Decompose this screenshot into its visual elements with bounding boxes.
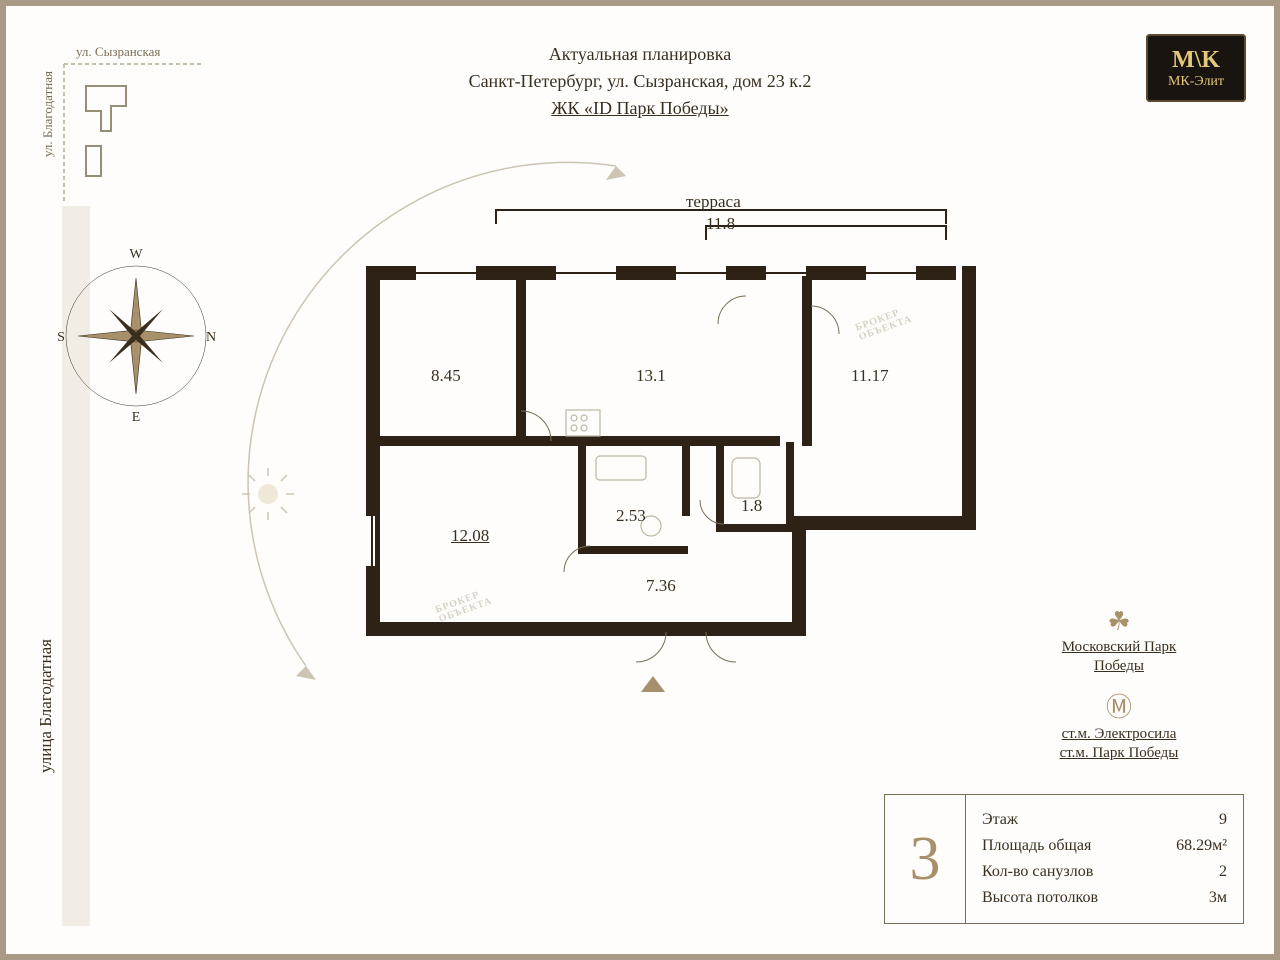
info-rows: Этаж 9 Площадь общая 68.29м² Кол-во санузлов…	[966, 795, 1243, 923]
room-area: 8.45	[431, 366, 461, 386]
room-area: 11.17	[851, 366, 889, 386]
logo-mark: M\K	[1172, 47, 1220, 74]
room-area: 11.8	[706, 214, 735, 234]
info-row: Высота потолков 3м	[982, 889, 1227, 907]
mini-map: ул. Сызранская ул. Благодатная	[36, 36, 206, 206]
compass-icon: N E S W	[46, 246, 226, 426]
svg-text:S: S	[57, 330, 65, 345]
brand-logo: M\K МК-Элит	[1146, 34, 1246, 102]
room-area: 13.1	[636, 366, 666, 386]
svg-text:N: N	[206, 330, 216, 345]
info-row: Кол-во санузлов 2	[982, 863, 1227, 881]
entry-arrow-icon	[641, 676, 665, 692]
info-key: Высота потолков	[982, 889, 1098, 907]
metro-1: ст.м. Электросила	[994, 726, 1244, 743]
info-value: 3м	[1209, 889, 1227, 907]
amenities-block: ☘ Московский Парк Победы Ⓜ ст.м. Электро…	[994, 595, 1244, 764]
room-area: 7.36	[646, 576, 676, 596]
park-name-2: Победы	[994, 658, 1244, 675]
info-key: Кол-во санузлов	[982, 863, 1093, 881]
info-row: Площадь общая 68.29м²	[982, 837, 1227, 855]
street-main-label: улица Благодатная	[36, 566, 56, 846]
room-area: 1.8	[741, 496, 762, 516]
info-value: 9	[1219, 811, 1227, 829]
info-key: Этаж	[982, 811, 1018, 829]
logo-name: МК-Элит	[1168, 74, 1224, 90]
info-key: Площадь общая	[982, 837, 1091, 855]
property-info-box: 3 Этаж 9 Площадь общая 68.29м² Кол-во санузл…	[884, 794, 1244, 924]
park-name-1: Московский Парк	[994, 639, 1244, 656]
metro-2: ст.м. Парк Победы	[994, 745, 1244, 762]
room-area: 12.08	[451, 526, 489, 546]
metro-icon: Ⓜ	[994, 687, 1244, 724]
info-value: 68.29м²	[1176, 837, 1227, 855]
room-area: 2.53	[616, 506, 646, 526]
svg-text:E: E	[132, 410, 141, 425]
svg-text:W: W	[129, 247, 143, 262]
floor-plan: терраса11.88.4513.111.1712.082.531.87.36…	[346, 206, 996, 676]
park-icon: ☘	[994, 607, 1244, 637]
info-row: Этаж 9	[982, 811, 1227, 829]
info-value: 2	[1219, 863, 1227, 881]
rooms-count: 3	[885, 795, 966, 923]
room-name: терраса	[686, 192, 741, 212]
